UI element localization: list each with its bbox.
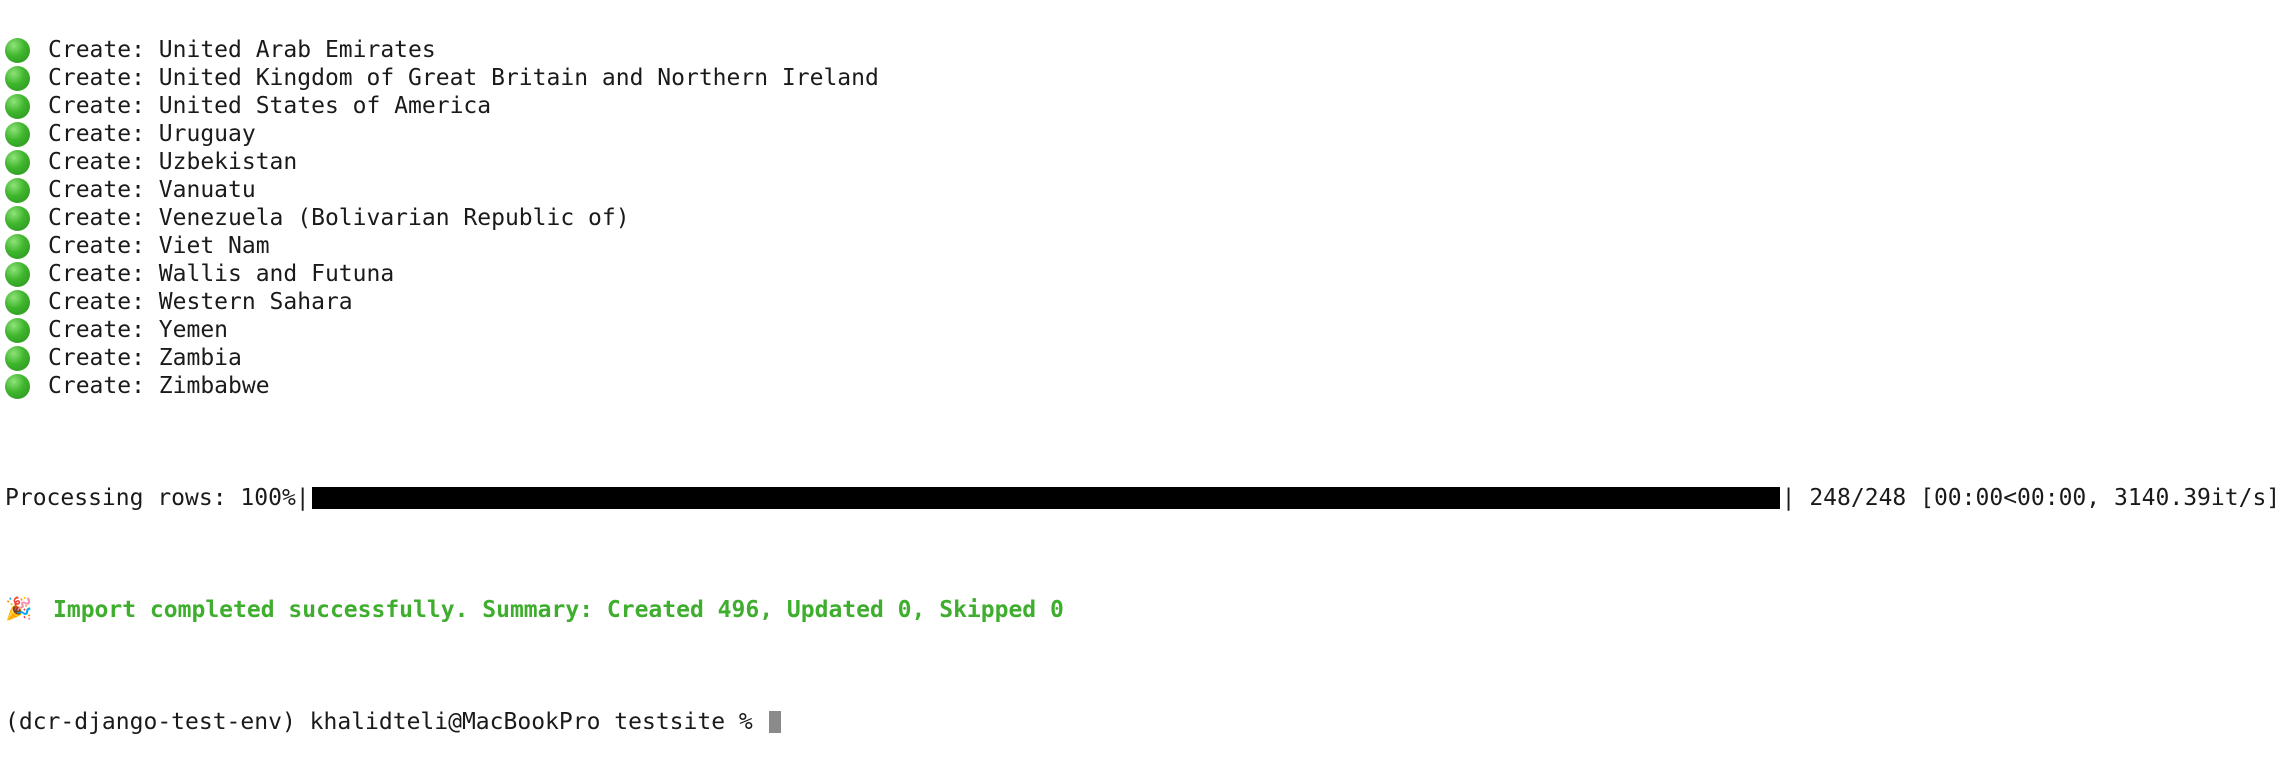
green-circle-icon — [5, 93, 30, 119]
create-line-text: Create: Venezuela (Bolivarian Republic o… — [48, 205, 630, 231]
green-circle-icon — [5, 317, 30, 343]
create-line: Create: Viet Nam — [0, 232, 2288, 260]
progress-label: Processing rows: 100%| — [5, 485, 310, 511]
create-line: Create: Western Sahara — [0, 288, 2288, 316]
create-line: Create: Venezuela (Bolivarian Republic o… — [0, 204, 2288, 232]
green-circle-icon — [5, 261, 30, 287]
create-line: Create: Uzbekistan — [0, 148, 2288, 176]
create-lines: Create: United Arab Emirates Create: Unit… — [0, 36, 2288, 400]
green-circle-icon — [5, 373, 30, 399]
create-line: Create: Vanuatu — [0, 176, 2288, 204]
green-circle-icon — [5, 205, 30, 231]
create-line-text: Create: United Arab Emirates — [48, 37, 436, 63]
create-line-text: Create: Uruguay — [48, 121, 256, 147]
create-line-text: Create: Zimbabwe — [48, 373, 270, 399]
create-line-text: Create: Viet Nam — [48, 233, 270, 259]
green-circle-icon — [5, 149, 30, 175]
create-line: Create: Uruguay — [0, 120, 2288, 148]
create-line: Create: Zimbabwe — [0, 372, 2288, 400]
summary-line: 🎉 Import completed successfully. Summary… — [0, 596, 2288, 624]
shell-prompt: (dcr-django-test-env) khalidteli@MacBook… — [5, 709, 767, 735]
create-line-text: Create: Wallis and Futuna — [48, 261, 395, 287]
create-line-text: Create: Yemen — [48, 317, 229, 343]
green-circle-icon — [5, 121, 30, 147]
create-line: Create: United Kingdom of Great Britain … — [0, 64, 2288, 92]
create-line: Create: Wallis and Futuna — [0, 260, 2288, 288]
green-circle-icon — [5, 37, 30, 63]
green-circle-icon — [5, 65, 30, 91]
create-line: Create: United States of America — [0, 92, 2288, 120]
create-line: Create: United Arab Emirates — [0, 36, 2288, 64]
summary-text: Import completed successfully. Summary: … — [53, 597, 1064, 623]
create-line-text: Create: United States of America — [48, 93, 492, 119]
green-circle-icon — [5, 177, 30, 203]
create-line-text: Create: Vanuatu — [48, 177, 256, 203]
create-line-text: Create: Western Sahara — [48, 289, 353, 315]
create-line: Create: Zambia — [0, 344, 2288, 372]
create-line-text: Create: United Kingdom of Great Britain … — [48, 65, 879, 91]
green-circle-icon — [5, 233, 30, 259]
green-circle-icon — [5, 289, 30, 315]
create-line-text: Create: Uzbekistan — [48, 149, 298, 175]
prompt-line[interactable]: (dcr-django-test-env) khalidteli@MacBook… — [0, 708, 2288, 736]
progress-line: Processing rows: 100%| | 248/248 [00:00<… — [0, 484, 2288, 512]
progress-suffix: | 248/248 [00:00<00:00, 3140.39it/s] — [1781, 485, 2281, 511]
progress-bar — [311, 487, 1780, 509]
create-line-text: Create: Zambia — [48, 345, 242, 371]
party-popper-icon: 🎉 — [5, 597, 33, 622]
create-line: Create: Yemen — [0, 316, 2288, 344]
text-cursor[interactable] — [768, 711, 781, 733]
green-circle-icon — [5, 345, 30, 371]
